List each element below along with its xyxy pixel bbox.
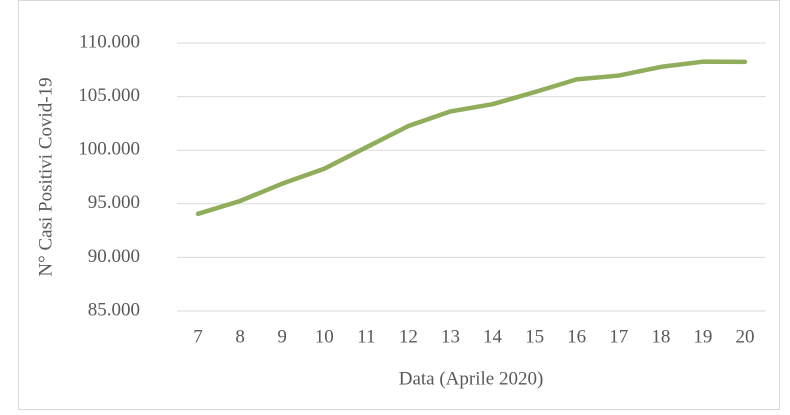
x-axis-title: Data (Aprile 2020): [399, 368, 544, 389]
x-tick-label: 18: [651, 326, 670, 347]
data-line: [195, 59, 748, 217]
x-tick-label: 16: [567, 326, 586, 347]
chart-border: [18, 0, 780, 410]
y-tick-label: 90.000: [88, 246, 140, 267]
x-tick-label: 11: [357, 326, 375, 347]
x-tick-label: 13: [441, 326, 460, 347]
x-tick-label: 19: [693, 326, 712, 347]
x-tick-label: 8: [235, 326, 245, 347]
y-axis-title: N° Casi Positivi Covid-19: [35, 77, 56, 276]
y-tick-label: 85.000: [88, 299, 140, 320]
x-tick-label: 15: [525, 326, 544, 347]
x-tick-label: 7: [193, 326, 203, 347]
y-tick-label: 110.000: [79, 31, 140, 52]
x-tick-label: 20: [735, 326, 754, 347]
y-tick-label: 105.000: [78, 85, 140, 106]
y-tick-label: 95.000: [88, 192, 140, 213]
x-tick-label: 14: [483, 326, 503, 347]
y-tick-label: 100.000: [78, 139, 140, 160]
x-tick-label: 10: [315, 326, 334, 347]
x-tick-label: 9: [277, 326, 287, 347]
x-tick-label: 17: [609, 326, 628, 347]
x-tick-label: 12: [399, 326, 418, 347]
